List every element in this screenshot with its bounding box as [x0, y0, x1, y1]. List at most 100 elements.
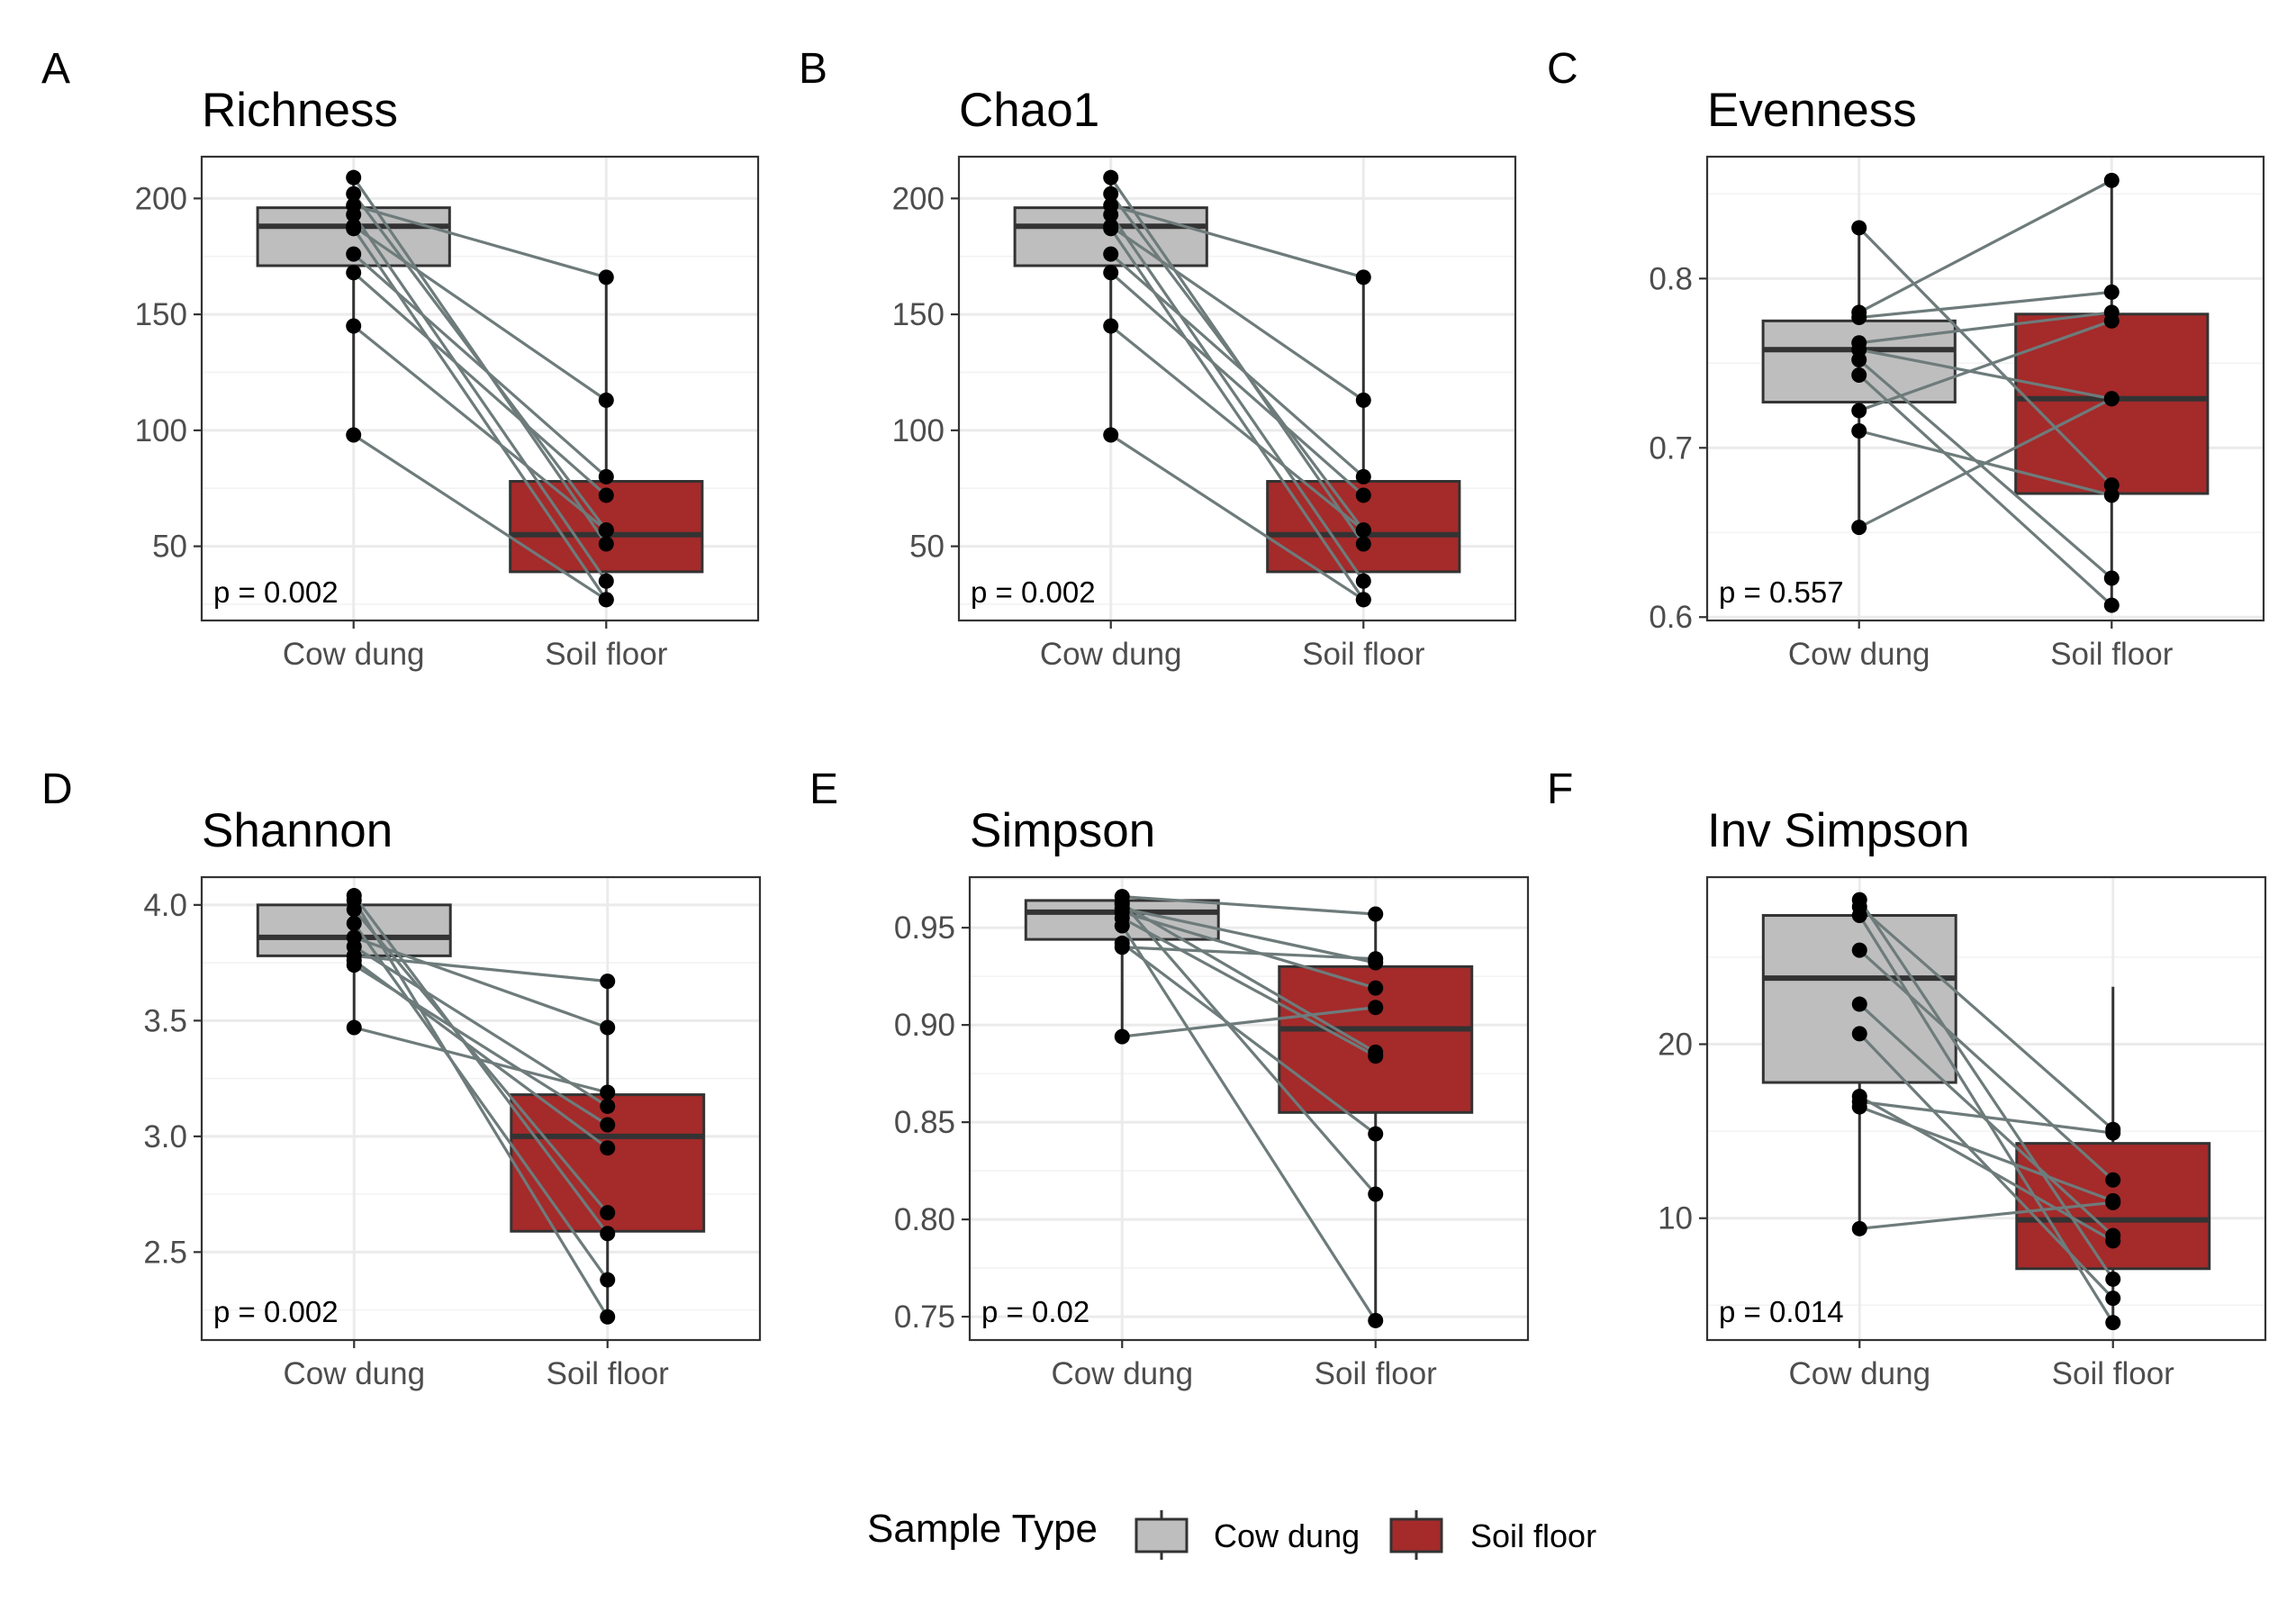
pair-line: [1858, 290, 2112, 320]
data-point: [1355, 468, 1371, 484]
panel-title: Shannon: [202, 804, 393, 857]
data-point: [2103, 597, 2120, 613]
pair-line: [352, 252, 608, 478]
pair-line: [353, 964, 609, 1127]
data-point: [2103, 312, 2120, 329]
p-value-annotation: p = 0.002: [213, 1295, 339, 1328]
data-point: [1851, 352, 1867, 368]
panel-title: Inv Simpson: [1707, 804, 1970, 857]
pair-line: [1121, 906, 1377, 964]
panel-tag: E: [809, 765, 838, 813]
pair-line: [352, 271, 608, 497]
pair-line: [1858, 905, 2114, 1131]
data-point: [346, 186, 362, 202]
x-tick-label: Cow dung: [283, 1356, 425, 1391]
x-tick-label: Soil floor: [1302, 637, 1425, 672]
legend-label-soil-floor: Soil floor: [1470, 1517, 1596, 1554]
panel-title: Evenness: [1707, 84, 1917, 137]
data-point: [2105, 1315, 2121, 1331]
data-point: [600, 1272, 616, 1288]
pair-line: [1109, 252, 1365, 478]
pair-line: [1858, 178, 2113, 314]
pair-line: [1858, 319, 2112, 412]
data-point: [2103, 391, 2120, 407]
pair-line: [1858, 1002, 2114, 1237]
data-point: [1851, 908, 1867, 924]
y-tick-label: 4.0: [143, 888, 187, 923]
data-point: [346, 957, 362, 974]
data-point: [2105, 1290, 2121, 1307]
data-point: [1103, 318, 1119, 334]
panel-border: [1705, 155, 2265, 622]
pair-line: [352, 193, 608, 531]
data-point: [1103, 206, 1119, 222]
pair-line: [1858, 1032, 2114, 1300]
panel-simpson: E Simpson 0.75 0.80 0.85 0.90 0.95 Cow dung Soil…: [809, 765, 1530, 1391]
data-point: [346, 1019, 362, 1036]
y-tick-label: 0.90: [894, 1008, 955, 1043]
panel-richness: A Richness 50 100 150 200 Cow dung Soil floor p …: [41, 45, 760, 672]
data-point: [1103, 246, 1119, 262]
panel-tag: F: [1547, 765, 1573, 813]
data-point: [600, 1309, 616, 1325]
data-point: [1114, 918, 1130, 934]
panel-border: [200, 875, 762, 1342]
pair-line: [352, 899, 610, 1318]
data-point: [1103, 427, 1119, 443]
pair-line: [1122, 895, 1376, 916]
x-tick-label: Soil floor: [2050, 637, 2174, 672]
data-point: [1368, 1048, 1384, 1064]
pair-line: [353, 945, 609, 1108]
y-tick-label: 150: [892, 297, 945, 332]
panel-evenness: C Evenness 0.6 0.7 0.8 Cow dung Soil floor p = …: [1547, 45, 2265, 672]
pair-line: [352, 227, 608, 601]
data-point: [600, 1117, 616, 1133]
y-tick-label: 0.80: [894, 1202, 955, 1237]
pair-line: [1109, 193, 1365, 531]
data-point: [1114, 1028, 1130, 1045]
data-point: [346, 221, 362, 237]
data-point: [1103, 186, 1119, 202]
data-point: [1851, 1026, 1867, 1042]
panel-inv-simpson: F Inv Simpson 10 20 Cow dung Soil floor p = 0.…: [1547, 765, 2267, 1391]
data-point: [1851, 996, 1867, 1012]
data-point: [598, 487, 614, 503]
pair-line: [352, 922, 610, 1281]
panel-tag: C: [1547, 45, 1578, 93]
data-point: [1368, 980, 1384, 996]
data-point: [346, 265, 362, 281]
y-tick-label: 0.6: [1649, 600, 1693, 635]
data-point: [2103, 284, 2120, 300]
pair-line: [354, 954, 608, 983]
data-point: [1368, 906, 1384, 922]
panels: A Richness 50 100 150 200 Cow dung Soil floor p …: [41, 45, 2267, 1391]
data-point: [600, 974, 616, 990]
p-value-annotation: p = 0.002: [213, 575, 339, 609]
data-point: [600, 1140, 616, 1156]
panel-border: [968, 875, 1530, 1342]
pair-line: [1109, 271, 1365, 497]
pair-line: [1109, 227, 1365, 601]
data-point: [346, 915, 362, 931]
panel-shannon: D Shannon 2.5 3.0 3.5 4.0 Cow dung Soil floor p …: [41, 765, 762, 1391]
pair-line: [1858, 311, 2112, 345]
y-tick-label: 0.7: [1649, 430, 1693, 466]
data-point: [598, 536, 614, 552]
data-point: [1368, 1000, 1384, 1016]
y-tick-label: 50: [152, 530, 187, 565]
x-tick-label: Soil floor: [2052, 1356, 2175, 1391]
y-tick-label: 3.0: [143, 1119, 187, 1155]
pair-line: [352, 324, 608, 531]
panel-title: Chao1: [959, 84, 1099, 137]
panel-border: [1705, 875, 2267, 1342]
data-point: [2103, 487, 2120, 503]
data-point: [1851, 942, 1867, 958]
data-point: [2105, 1271, 2121, 1287]
panel-title: Simpson: [970, 804, 1155, 857]
panel-chao1: B Chao1 50 100 150 200 Cow dung Soil floor p = 0…: [799, 45, 1517, 672]
y-tick-label: 200: [135, 181, 187, 216]
p-value-annotation: p = 0.014: [1719, 1295, 1844, 1328]
data-point: [1851, 422, 1867, 439]
y-tick-label: 100: [892, 413, 945, 448]
